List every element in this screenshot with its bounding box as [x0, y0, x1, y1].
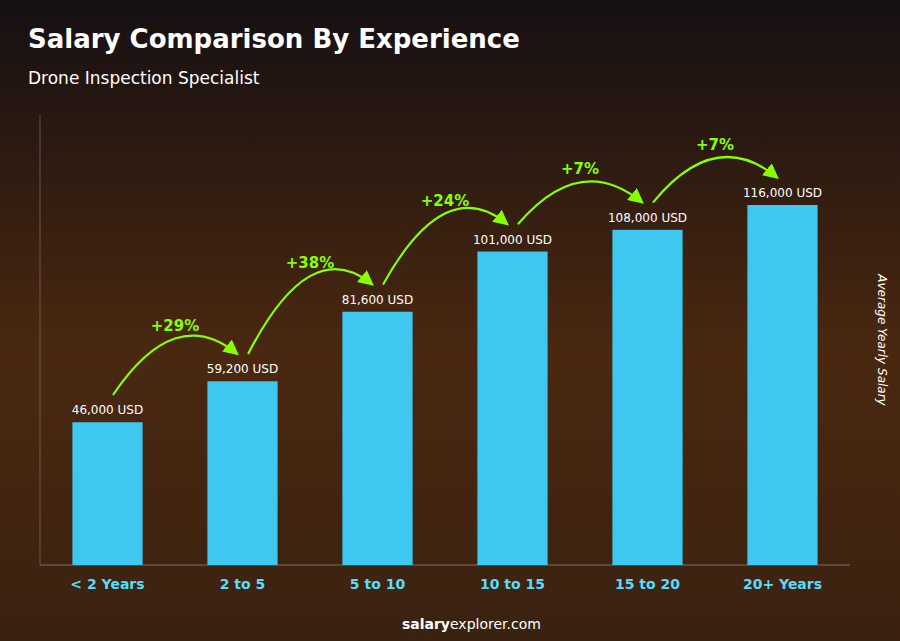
- growth-arrow: [249, 269, 372, 353]
- title: Salary Comparison By Experience: [28, 24, 520, 54]
- data-label: 108,000 USD: [608, 211, 687, 225]
- growth-arrow: [114, 336, 237, 395]
- data-label: 46,000 USD: [72, 403, 143, 417]
- x-axis-line: [40, 565, 850, 566]
- bar: [342, 312, 412, 565]
- x-tick-label: 2 to 5: [220, 576, 266, 592]
- chart: Salary Comparison By Experience Drone Ins…: [0, 0, 900, 641]
- x-tick-label: 20+ Years: [743, 576, 822, 592]
- bar: [612, 230, 682, 565]
- data-label: 59,200 USD: [207, 362, 278, 376]
- growth-arrow: [519, 181, 642, 223]
- growth-arrow: [384, 208, 507, 284]
- annotation: +7%: [696, 136, 734, 154]
- bar: [207, 381, 277, 565]
- annotation: +38%: [286, 254, 334, 272]
- background: [0, 0, 900, 641]
- data-label: 81,600 USD: [342, 293, 413, 307]
- growth-arrow: [654, 157, 777, 202]
- x-tick-label: 10 to 15: [480, 576, 545, 592]
- bar: [477, 252, 547, 565]
- x-tick-label: 5 to 10: [350, 576, 406, 592]
- bars: [72, 205, 817, 565]
- data-label: 116,000 USD: [743, 186, 822, 200]
- subtitle: Drone Inspection Specialist: [28, 68, 260, 88]
- bar: [72, 422, 142, 565]
- x-tick-label: < 2 Years: [70, 576, 144, 592]
- x-tick-label: 15 to 20: [615, 576, 680, 592]
- data-label: 101,000 USD: [473, 233, 552, 247]
- y-axis-label: Average Yearly Salary: [875, 273, 889, 406]
- chart-container: Salary Comparison By Experience Drone Ins…: [0, 0, 900, 641]
- annotation: +29%: [151, 317, 199, 335]
- footer: salary: [402, 616, 450, 632]
- annotation: +7%: [561, 160, 599, 178]
- bar: [747, 205, 817, 565]
- y-axis-line: [40, 115, 41, 565]
- footer: explorer.com: [450, 616, 541, 632]
- annotation: +24%: [421, 192, 469, 210]
